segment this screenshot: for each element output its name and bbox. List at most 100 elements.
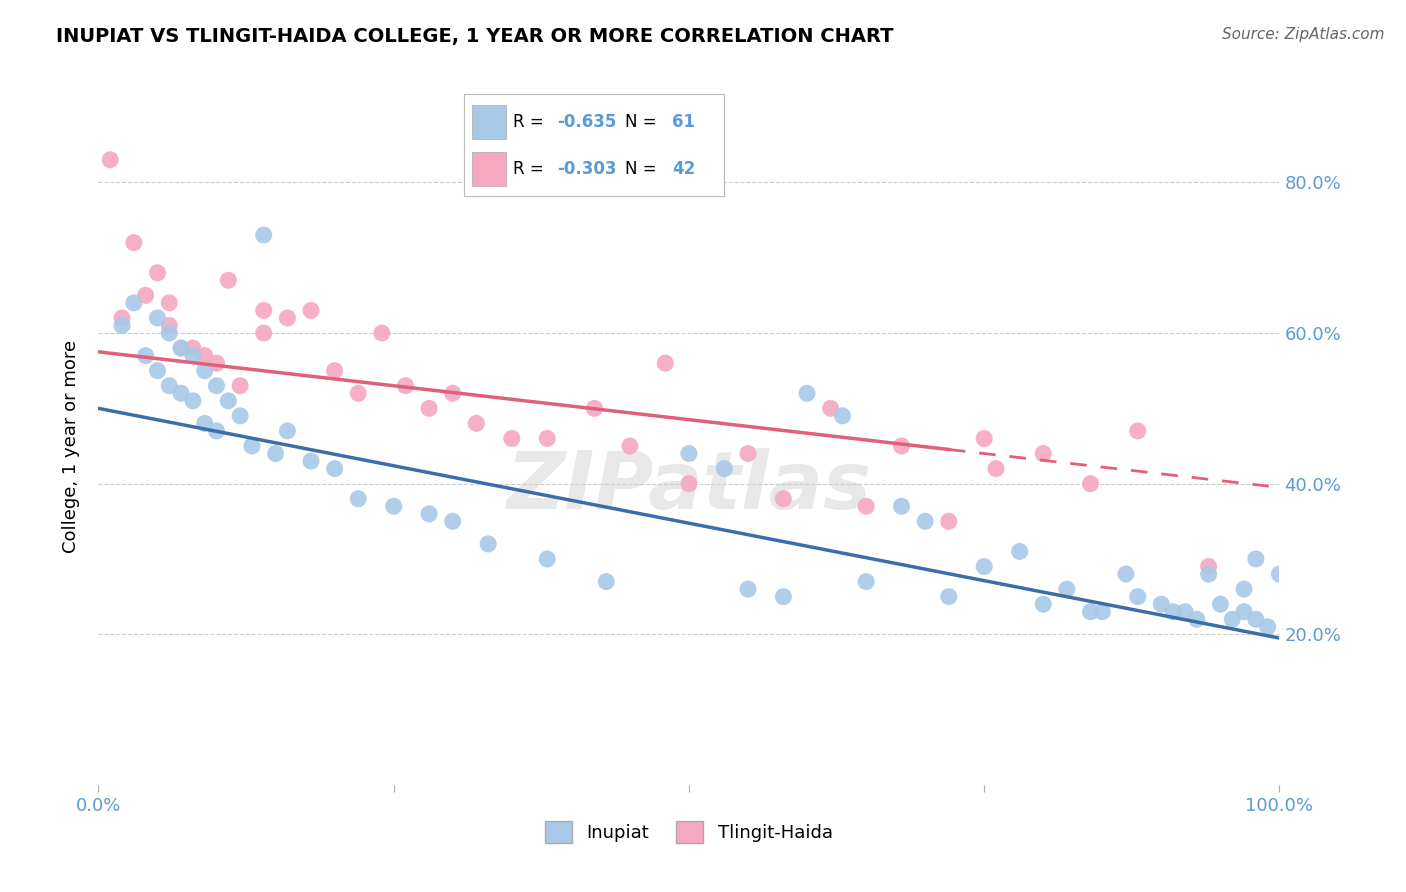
Point bbox=[276, 424, 298, 438]
Point bbox=[418, 401, 440, 416]
Point bbox=[157, 296, 180, 310]
Point bbox=[205, 356, 228, 370]
Point bbox=[371, 326, 394, 340]
Point bbox=[253, 303, 276, 318]
Text: R =: R = bbox=[513, 160, 550, 178]
Point bbox=[418, 507, 440, 521]
Point bbox=[1244, 612, 1267, 626]
Point bbox=[973, 432, 995, 446]
Text: ZIPatlas: ZIPatlas bbox=[506, 448, 872, 525]
Point bbox=[713, 461, 735, 475]
Point bbox=[1080, 476, 1102, 491]
Point bbox=[276, 310, 298, 325]
Text: 61: 61 bbox=[672, 113, 695, 131]
Point bbox=[122, 296, 145, 310]
Point bbox=[772, 590, 794, 604]
Point bbox=[135, 288, 157, 302]
Point bbox=[122, 235, 145, 250]
Point bbox=[1161, 605, 1184, 619]
Point bbox=[299, 303, 322, 318]
Text: N =: N = bbox=[626, 160, 662, 178]
Text: N =: N = bbox=[626, 113, 662, 131]
Point bbox=[583, 401, 606, 416]
Text: -0.303: -0.303 bbox=[558, 160, 617, 178]
Point bbox=[1032, 446, 1054, 460]
Point bbox=[394, 378, 416, 392]
Point bbox=[831, 409, 853, 423]
Point bbox=[820, 401, 842, 416]
Point bbox=[973, 559, 995, 574]
Point bbox=[205, 378, 228, 392]
Point bbox=[111, 310, 134, 325]
Point bbox=[737, 582, 759, 596]
Point bbox=[1008, 544, 1031, 558]
Point bbox=[194, 417, 217, 431]
Point bbox=[217, 393, 239, 408]
Point bbox=[299, 454, 322, 468]
Point bbox=[170, 341, 193, 355]
Point bbox=[264, 446, 287, 460]
Point bbox=[1198, 559, 1220, 574]
Text: INUPIAT VS TLINGIT-HAIDA COLLEGE, 1 YEAR OR MORE CORRELATION CHART: INUPIAT VS TLINGIT-HAIDA COLLEGE, 1 YEAR… bbox=[56, 27, 894, 45]
Point bbox=[796, 386, 818, 401]
Point bbox=[181, 341, 204, 355]
Bar bbox=[472, 105, 506, 139]
Bar bbox=[472, 153, 506, 186]
Point bbox=[146, 364, 169, 378]
Point bbox=[205, 424, 228, 438]
Point bbox=[347, 491, 370, 506]
Point bbox=[170, 341, 193, 355]
Point bbox=[240, 439, 263, 453]
Point bbox=[217, 273, 239, 287]
Point bbox=[855, 574, 877, 589]
Point bbox=[654, 356, 676, 370]
Point bbox=[1056, 582, 1078, 596]
Point bbox=[1032, 597, 1054, 611]
Point bbox=[938, 590, 960, 604]
Point bbox=[1268, 567, 1291, 582]
Point bbox=[772, 491, 794, 506]
Point bbox=[595, 574, 617, 589]
Point bbox=[1220, 612, 1243, 626]
Point bbox=[157, 318, 180, 333]
Point bbox=[323, 461, 346, 475]
Point bbox=[146, 310, 169, 325]
Point bbox=[938, 514, 960, 528]
Point bbox=[914, 514, 936, 528]
Point bbox=[181, 393, 204, 408]
Point bbox=[1080, 605, 1102, 619]
Point bbox=[1233, 582, 1256, 596]
Point bbox=[1126, 590, 1149, 604]
Point bbox=[536, 552, 558, 566]
Text: 42: 42 bbox=[672, 160, 696, 178]
Point bbox=[1174, 605, 1197, 619]
Point bbox=[1185, 612, 1208, 626]
Text: -0.635: -0.635 bbox=[558, 113, 617, 131]
Point bbox=[347, 386, 370, 401]
Point bbox=[111, 318, 134, 333]
Point bbox=[181, 349, 204, 363]
Point bbox=[441, 386, 464, 401]
Point bbox=[678, 446, 700, 460]
Point bbox=[229, 378, 252, 392]
Point bbox=[737, 446, 759, 460]
Point bbox=[253, 228, 276, 243]
Point bbox=[1126, 424, 1149, 438]
Point bbox=[382, 500, 405, 514]
Point bbox=[170, 386, 193, 401]
Point bbox=[194, 349, 217, 363]
Y-axis label: College, 1 year or more: College, 1 year or more bbox=[62, 340, 80, 552]
Point bbox=[98, 153, 121, 167]
Point bbox=[984, 461, 1007, 475]
Point bbox=[1115, 567, 1137, 582]
Point bbox=[855, 500, 877, 514]
Point bbox=[157, 326, 180, 340]
Point bbox=[1257, 620, 1279, 634]
Point bbox=[1198, 567, 1220, 582]
Point bbox=[678, 476, 700, 491]
Point bbox=[157, 378, 180, 392]
Point bbox=[890, 500, 912, 514]
Point bbox=[253, 326, 276, 340]
Point bbox=[477, 537, 499, 551]
Point bbox=[1209, 597, 1232, 611]
